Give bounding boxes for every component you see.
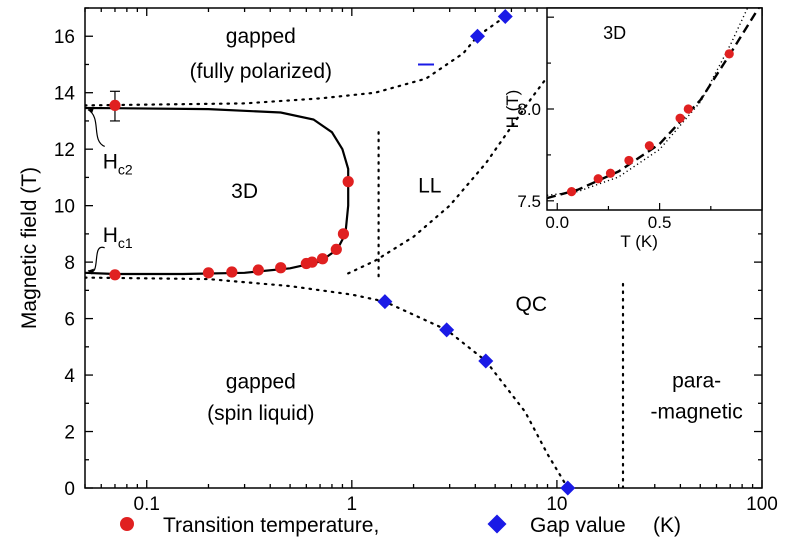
region-label: para- bbox=[672, 369, 721, 392]
critical-field-label: Hc1 bbox=[103, 224, 133, 251]
critical-field-arrow bbox=[87, 246, 105, 273]
inset-transition-point bbox=[683, 104, 693, 114]
transition-temperature-point bbox=[226, 266, 238, 278]
x-tick-label: 0.1 bbox=[134, 494, 160, 515]
legend-marker-gap bbox=[487, 514, 507, 534]
inset-transition-point bbox=[644, 141, 654, 151]
region-label: -magnetic bbox=[651, 400, 743, 423]
inset-transition-point bbox=[624, 155, 634, 166]
critical-field-symbol: H bbox=[103, 224, 118, 247]
legend-label-gap: Gap value bbox=[530, 514, 626, 537]
inset-region-label: 3D bbox=[603, 23, 626, 43]
inset-x-axis-title: T (K) bbox=[620, 232, 657, 251]
critical-field-label: Hc2 bbox=[103, 150, 133, 177]
gap-value-point bbox=[478, 353, 494, 369]
y-tick-label: 4 bbox=[64, 366, 75, 387]
inset-dotted-fit-curve bbox=[547, 8, 749, 196]
inset-transition-point bbox=[566, 187, 577, 197]
region-label: QC bbox=[516, 293, 548, 316]
critical-field-arrowhead bbox=[88, 107, 94, 114]
y-tick-label: 2 bbox=[64, 423, 75, 444]
inset-x-tick-label: 0.0 bbox=[545, 213, 569, 232]
critical-field-arrow bbox=[87, 109, 106, 148]
inset-transition-point bbox=[724, 49, 734, 59]
crossover-dotted-line-3 bbox=[347, 8, 585, 275]
inset-y-axis-title: H (T) bbox=[503, 90, 522, 129]
critical-field-subscript: c2 bbox=[118, 161, 133, 177]
transition-temperature-point bbox=[306, 256, 318, 268]
gap-value-point bbox=[497, 8, 513, 24]
critical-field-subscript: c1 bbox=[118, 235, 133, 251]
transition-temperature-point bbox=[109, 269, 121, 281]
x-tick-label: 100 bbox=[746, 494, 778, 515]
region-label: gapped bbox=[226, 25, 296, 48]
transition-temperature-point bbox=[316, 253, 329, 265]
inset-x-tick-label: 0.5 bbox=[648, 213, 672, 232]
transition-temperature-point bbox=[342, 176, 354, 188]
y-tick-label: 14 bbox=[54, 84, 76, 105]
inset-transition-point bbox=[593, 174, 603, 184]
main-plot-frame bbox=[84, 7, 763, 489]
inset-transition-point bbox=[675, 113, 685, 123]
transition-temperature-point bbox=[275, 262, 287, 274]
crossover-dotted-line-1 bbox=[85, 276, 569, 488]
inset-background bbox=[547, 8, 762, 210]
inset-y-tick-label: 7.5 bbox=[517, 192, 541, 211]
critical-field-symbol: H bbox=[103, 150, 118, 173]
gap-value-point bbox=[439, 322, 455, 338]
region-label: 3D bbox=[231, 180, 258, 203]
x-tick-label: 10 bbox=[546, 494, 567, 515]
y-tick-label: 8 bbox=[64, 253, 75, 274]
transition-temperature-point bbox=[109, 99, 121, 112]
legend-unit-label: (K) bbox=[653, 514, 681, 537]
y-tick-label: 10 bbox=[54, 197, 75, 218]
x-tick-label: 1 bbox=[347, 494, 358, 515]
transition-temperature-point bbox=[337, 228, 350, 240]
transition-temperature-point bbox=[330, 243, 342, 256]
critical-field-arrowhead bbox=[88, 268, 94, 275]
y-tick-label: 0 bbox=[64, 479, 75, 500]
region-label: (fully polarized) bbox=[190, 60, 332, 83]
y-tick-label: 12 bbox=[54, 140, 75, 161]
region-label: gapped bbox=[226, 371, 296, 394]
y-tick-label: 6 bbox=[64, 310, 75, 331]
inset-transition-point bbox=[605, 168, 616, 178]
main-plot-area bbox=[85, 8, 625, 488]
legend-marker-transition bbox=[120, 517, 134, 531]
gap-value-point bbox=[469, 28, 485, 44]
region-label: (spin liquid) bbox=[207, 402, 314, 425]
gap-value-point bbox=[377, 294, 393, 310]
region-label: LL bbox=[418, 174, 441, 197]
transition-temperature-point bbox=[252, 264, 264, 276]
y-axis-title: Magnetic field (T) bbox=[18, 167, 41, 329]
legend-label-transition: Transition temperature, bbox=[163, 514, 379, 537]
inset-y-tick-label: 8.0 bbox=[517, 100, 541, 119]
y-tick-label: 16 bbox=[54, 27, 75, 48]
transition-temperature-point bbox=[202, 267, 215, 279]
phase-boundary-curve bbox=[85, 106, 350, 276]
gap-value-point bbox=[560, 480, 576, 496]
